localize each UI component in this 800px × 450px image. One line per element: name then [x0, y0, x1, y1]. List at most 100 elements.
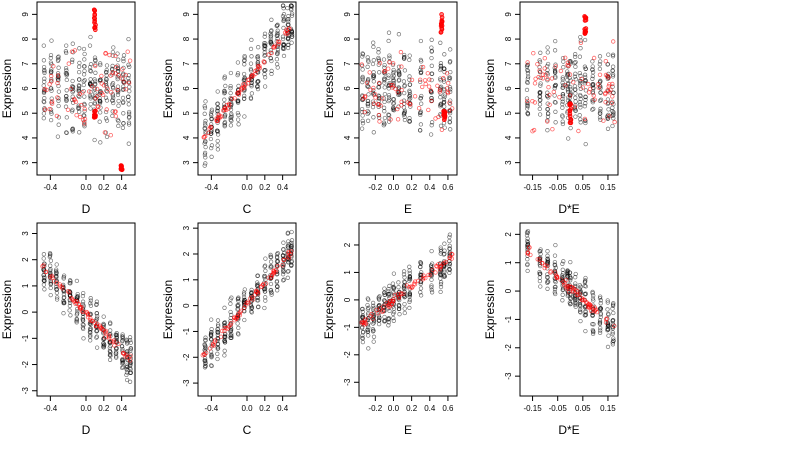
data-point [597, 330, 603, 336]
fitted-point [547, 92, 552, 98]
fitted-point [537, 257, 542, 262]
data-point [598, 328, 603, 333]
data-point [92, 81, 98, 87]
fitted-point [531, 51, 536, 56]
data-point [573, 95, 578, 100]
x-tick-label: 0.05 [575, 183, 591, 192]
fitted-point [549, 76, 555, 81]
data-point [56, 89, 62, 94]
data-point [262, 50, 267, 55]
data-point [48, 252, 53, 257]
fitted-point [94, 94, 100, 99]
data-point [391, 315, 396, 321]
data-point [47, 254, 52, 260]
fitted-point [99, 73, 104, 79]
data-point [80, 315, 86, 320]
data-point [371, 303, 376, 308]
data-point [386, 83, 391, 88]
fitted-point [377, 119, 382, 124]
data-point [578, 38, 583, 43]
data-point [605, 298, 610, 303]
fitted-point [271, 268, 276, 273]
data-point [590, 67, 595, 72]
data-point [545, 72, 550, 77]
data-point [552, 259, 558, 265]
data-point [537, 102, 543, 107]
data-point [578, 105, 583, 110]
data-point [256, 45, 261, 50]
fitted-point [381, 304, 386, 309]
data-point [255, 86, 261, 92]
fitted-point [110, 70, 115, 75]
fitted-point [579, 296, 584, 301]
data-point [610, 123, 615, 129]
data-point [281, 278, 286, 283]
data-point [371, 115, 376, 120]
data-point [98, 77, 103, 82]
data-point [360, 77, 365, 82]
data-point [419, 59, 424, 64]
data-point [128, 370, 134, 375]
fitted-point [55, 73, 61, 78]
data-point [566, 136, 571, 141]
highlight-point [568, 106, 574, 111]
fitted-point [287, 26, 292, 31]
fitted-point [54, 113, 60, 119]
data-point [560, 287, 565, 293]
data-point [242, 96, 247, 101]
data-point [70, 41, 75, 46]
data-point [610, 342, 616, 347]
panel-2: -0.4 0.0 0.2 0.4 3 4 5 6 7 8 9 C Expression [161, 1, 297, 216]
data-point [285, 269, 290, 274]
data-point [402, 90, 407, 96]
data-point [552, 253, 558, 258]
data-point [391, 271, 397, 276]
y-tick-label: 8 [343, 36, 352, 41]
fitted-point [106, 333, 112, 338]
data-point [377, 70, 382, 75]
data-point [381, 57, 387, 62]
highlight-point [92, 16, 97, 21]
data-point [209, 355, 214, 360]
data-point [203, 144, 208, 150]
data-point [552, 100, 558, 105]
data-point [81, 88, 86, 94]
data-point [68, 313, 73, 318]
x-tick-label: 0.15 [600, 183, 616, 192]
y-tick-label: 7 [182, 61, 191, 66]
data-point [545, 63, 550, 69]
data-point [94, 335, 99, 340]
data-point [228, 333, 233, 338]
data-point [281, 42, 286, 48]
data-point [573, 275, 578, 280]
data-point [92, 79, 98, 84]
fitted-point [594, 309, 600, 315]
fitted-point [563, 83, 568, 88]
data-point [215, 346, 221, 351]
fitted-point [79, 102, 84, 108]
data-point [438, 284, 444, 290]
fitted-point [532, 81, 538, 86]
data-point [114, 346, 119, 352]
data-point [568, 275, 573, 280]
data-point [126, 109, 132, 115]
data-point [274, 259, 280, 264]
fitted-point [74, 112, 79, 118]
data-point [545, 275, 550, 280]
data-point [553, 109, 558, 114]
x-tick-label: 0.6 [442, 183, 454, 192]
data-point [42, 76, 47, 81]
data-point [56, 103, 61, 109]
data-point [289, 240, 294, 246]
data-point [561, 65, 566, 70]
data-point [263, 268, 268, 273]
y-tick-label: 2 [21, 257, 30, 262]
y-tick-label: 5 [504, 110, 513, 115]
data-point [610, 52, 616, 57]
data-point [577, 92, 583, 98]
data-point [386, 113, 392, 118]
data-point [447, 238, 452, 244]
data-point [255, 273, 260, 278]
data-point [81, 46, 87, 52]
data-point [605, 344, 611, 350]
